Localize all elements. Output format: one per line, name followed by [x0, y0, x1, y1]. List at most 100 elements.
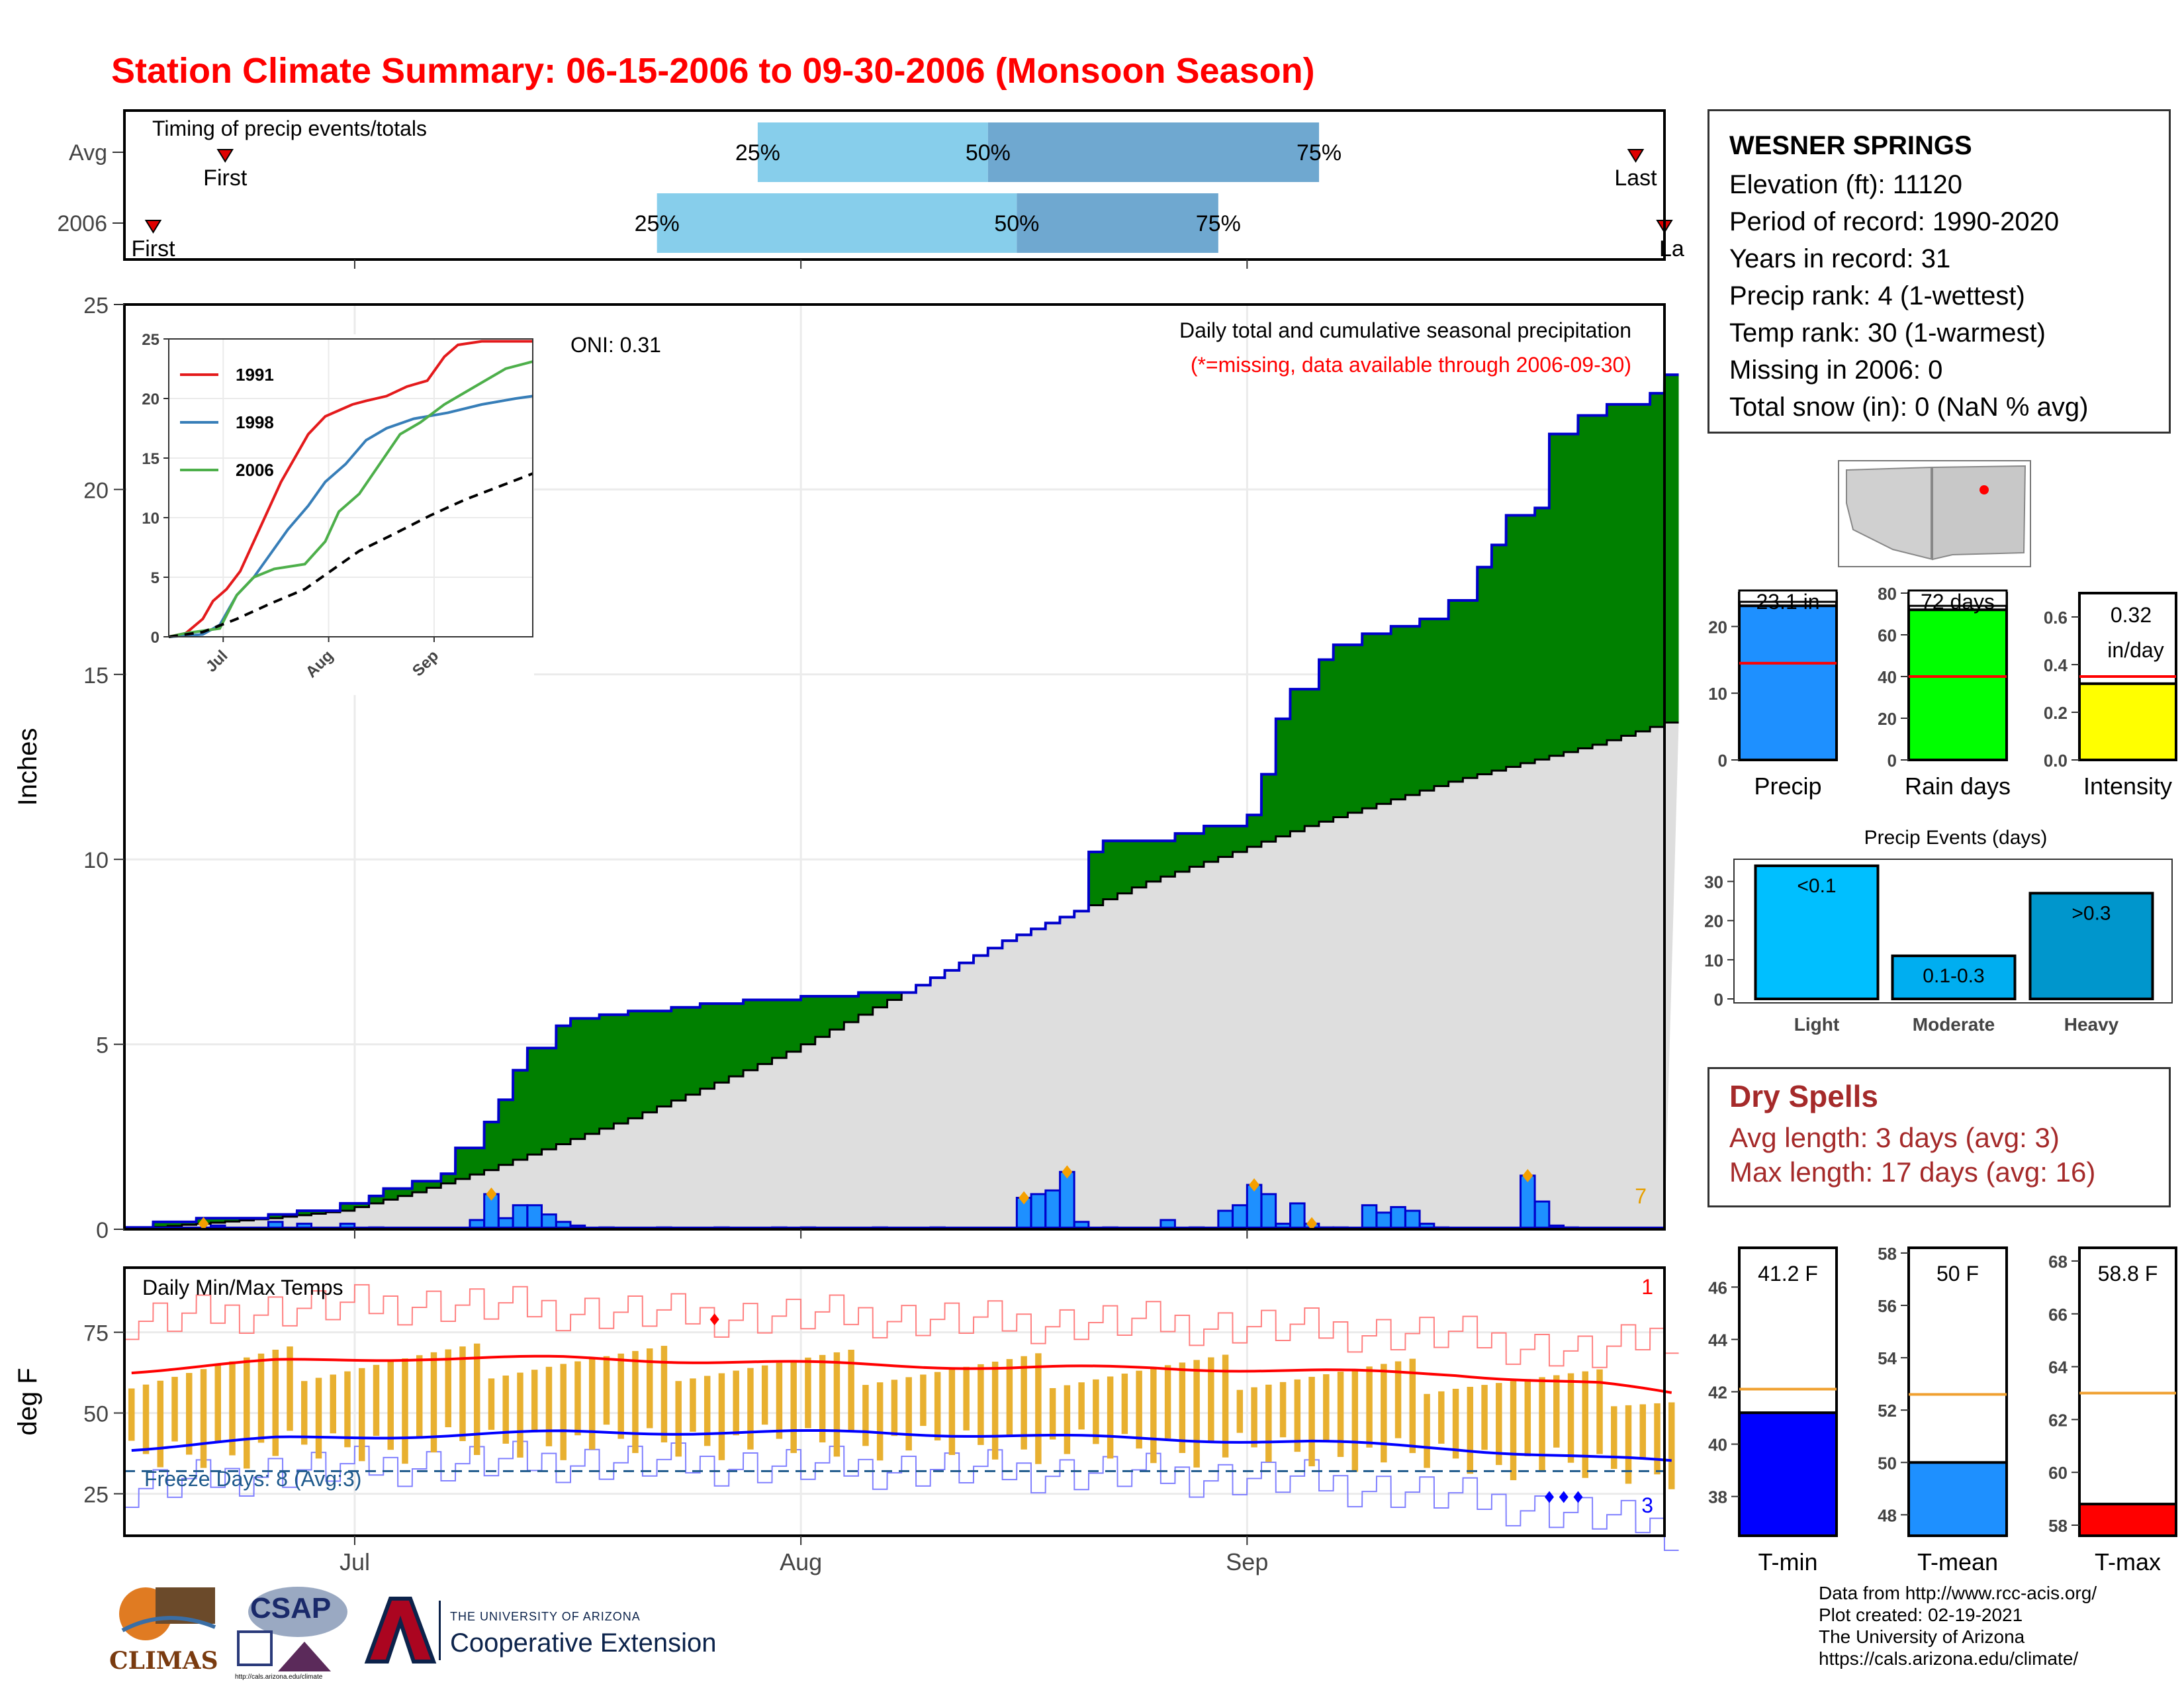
daily-temp-bar: [1438, 1391, 1445, 1444]
timing-p25-label: 25%: [635, 211, 680, 236]
daily-record-marker: [1019, 1191, 1030, 1205]
daily-temp-bar: [430, 1352, 437, 1453]
timing-row-label: 2006: [57, 211, 107, 236]
daily-temp-bar: [1179, 1362, 1186, 1453]
small-panel-value-bar: [1907, 608, 2008, 762]
footer-line: Data from http://www.rcc-acis.org/: [1819, 1583, 2097, 1603]
timing-title: Timing of precip events/totals: [152, 117, 427, 140]
csap-wordmark: CSAP: [250, 1592, 332, 1624]
daily-temp-bar: [330, 1374, 336, 1434]
small-panel-xlabel: Rain days: [1905, 773, 2011, 800]
small-panel-value-label: 50 F: [1936, 1262, 1979, 1286]
daily-temp-bar: [1596, 1369, 1603, 1454]
station-name: WESNER SPRINGS: [1729, 131, 1972, 160]
small-panel-ytick-label: 62: [2048, 1410, 2068, 1430]
daily-temp-bar: [1553, 1375, 1560, 1448]
small-panel-ytick-label: 80: [1878, 584, 1897, 604]
record-high-marker: [709, 1313, 719, 1326]
inset-ytick-label: 25: [142, 331, 159, 349]
daily-temp-bar: [488, 1378, 495, 1430]
daily-temp-bar: [747, 1368, 754, 1450]
small-panel-ytick-label: 50: [1878, 1453, 1897, 1473]
small-panel-ytick-label: 40: [1708, 1435, 1727, 1455]
small-panel-xlabel: Precip: [1754, 773, 1821, 800]
daily-temp-bar: [445, 1349, 451, 1428]
temp-totals-charts: 38 40 42 44 46 T-min 41.2 F 48 50 52 54 56 58 T-mean 5…: [1708, 1244, 2177, 1575]
daily-temp-bar: [1582, 1371, 1589, 1478]
csap-cloud-icon: [248, 1587, 347, 1637]
precip-frame: [123, 303, 1666, 1231]
station-info-line: Total snow (in): 0 (NaN % avg): [1729, 393, 2089, 422]
avg-tmin-line: [131, 1429, 1672, 1462]
daily-temp-bar: [531, 1370, 538, 1432]
daily-temp-bar: [675, 1381, 682, 1457]
daily-temp-bar: [1654, 1403, 1661, 1475]
events-bar: [2028, 892, 2154, 1001]
daily-temp-bar: [1567, 1373, 1574, 1463]
timing-p75-label: 75%: [1196, 211, 1241, 236]
footer-line: The University of Arizona: [1819, 1626, 2025, 1647]
daily-temp-bar: [574, 1361, 581, 1436]
record-high-line: [124, 1284, 1679, 1368]
daily-temp-bar: [776, 1362, 783, 1439]
daily-temp-bar: [1366, 1366, 1373, 1448]
daily-temp-bar: [1409, 1358, 1416, 1454]
ua-logo: THE UNIVERSITY OF ARIZONA Cooperative Ex…: [361, 1595, 731, 1668]
inset-frame: [168, 338, 533, 637]
station-info-line: Years in record: 31: [1729, 244, 1951, 273]
daily-temp-bar: [1222, 1354, 1229, 1458]
timing-bar-25-50: [757, 122, 988, 182]
small-panel-value-bar: [1907, 1461, 2008, 1537]
precip-subtitle: (*=missing, data available through 2006-…: [1191, 353, 1631, 377]
small-panel-ytick-label: 60: [1878, 626, 1897, 645]
daily-temp-bar: [1021, 1356, 1027, 1450]
events-category-label: Heavy: [2064, 1014, 2119, 1035]
daily-temp-bar: [1668, 1402, 1675, 1489]
small-panel-ytick-label: 48: [1878, 1505, 1897, 1525]
daily-temp-bar: [920, 1374, 927, 1427]
small-panel-xlabel: Intensity: [2083, 773, 2172, 800]
daily-temp-bar: [876, 1382, 884, 1461]
daily-temp-bar: [948, 1369, 956, 1456]
small-panel-ytick-label: 20: [1708, 617, 1727, 637]
daily-temp-bar: [416, 1355, 423, 1439]
events-ytick-label: 10: [1704, 951, 1723, 970]
daily-temp-bar: [358, 1368, 365, 1462]
daily-precip-bar: [1404, 1209, 1421, 1231]
daily-temp-bar: [718, 1373, 725, 1460]
csap-mountain-icon: [278, 1642, 331, 1671]
daily-precip-bar: [1533, 1200, 1551, 1231]
csap-url: http://cals.arizona.edu/climate: [235, 1673, 323, 1681]
precip-ylabel: Inches: [13, 728, 42, 806]
daily-temp-bar: [1193, 1360, 1200, 1468]
inset-legend-label: 2006: [236, 460, 274, 480]
small-panel-ytick-label: 60: [2048, 1463, 2068, 1483]
small-panel-ytick-label: 46: [1708, 1278, 1727, 1297]
daily-temp-bar: [1496, 1383, 1502, 1466]
climas-wave-icon: [121, 1616, 216, 1632]
cumulative-2006-area: [124, 375, 1679, 1229]
precip-events-chart: <0.1 Light 0.1-0.3 Moderate >0.3 Heavy 0 10 20 30…: [1704, 827, 2173, 1035]
locator-map: [1838, 460, 2031, 567]
daily-temp-bar: [344, 1371, 351, 1448]
small-panel-ytick-label: 66: [2048, 1305, 2068, 1325]
inset-legend-label: 1998: [236, 412, 274, 432]
small-panel-xlabel: T-mean: [1917, 1548, 1998, 1575]
precip-ytick-label: 5: [96, 1033, 109, 1058]
daily-temp-bar: [790, 1360, 797, 1454]
precip-ytick-label: 0: [96, 1218, 109, 1243]
daily-temp-bar: [848, 1349, 854, 1432]
daily-temp-bar: [991, 1361, 999, 1460]
daily-temp-bar: [1308, 1376, 1315, 1467]
daily-record-marker: [1306, 1217, 1318, 1231]
daily-temp-bar: [257, 1353, 265, 1443]
freeze-day-marker: [1545, 1491, 1555, 1503]
daily-temp-bar: [244, 1357, 250, 1469]
freeze-day-marker: [1573, 1491, 1583, 1503]
daily-temp-bar: [1639, 1404, 1647, 1460]
small-panel-ytick-label: 58: [2048, 1516, 2068, 1536]
dry-spells-avg: Avg length: 3 days (avg: 3): [1729, 1122, 2060, 1153]
small-panel-ytick-label: 56: [1878, 1296, 1897, 1316]
timing-first-label: First: [203, 165, 248, 191]
daily-temp-bar: [186, 1373, 193, 1455]
